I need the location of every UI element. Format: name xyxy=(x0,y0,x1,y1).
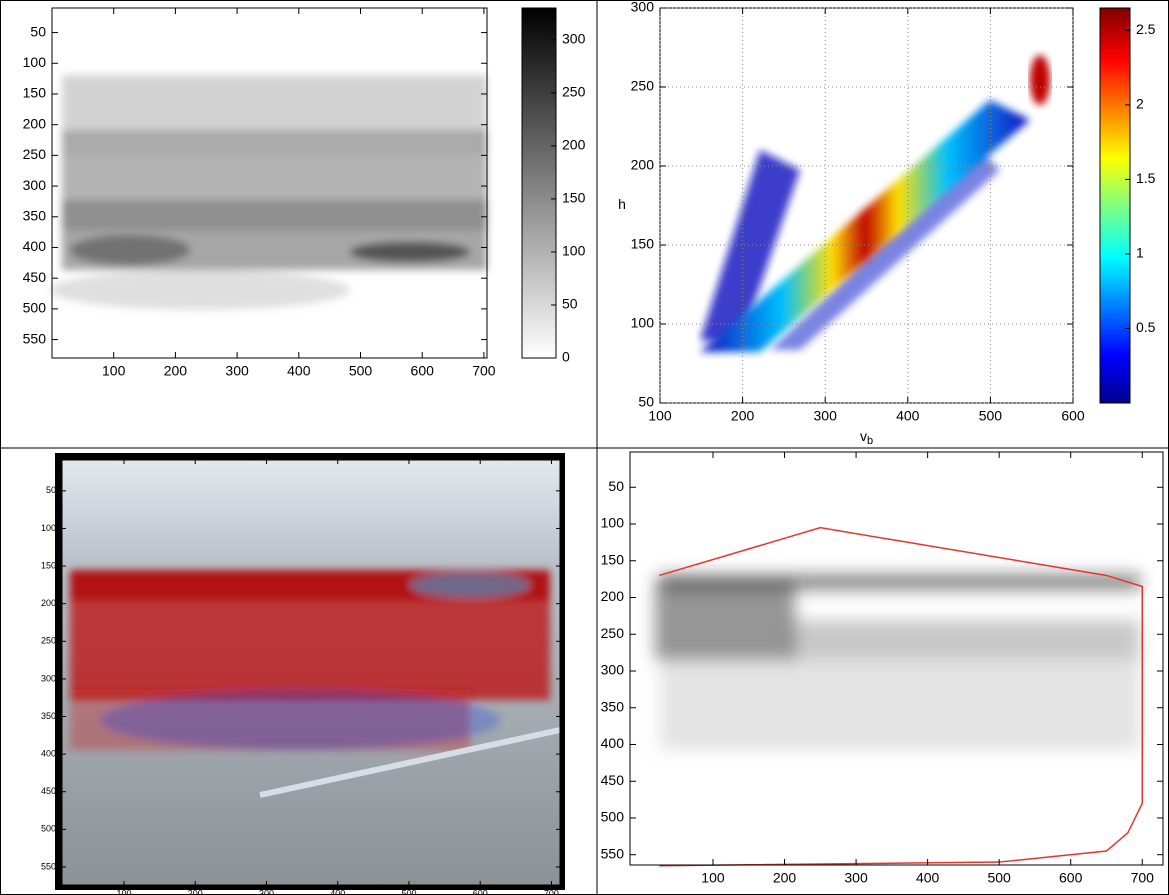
y-tick-label: 500 xyxy=(23,300,47,316)
y-tick-label: 500 xyxy=(601,809,625,825)
x-tick-label: 500 xyxy=(401,888,416,895)
y-tick-label: 150 xyxy=(23,85,47,101)
y-tick-label: 300 xyxy=(601,662,625,678)
colorbar-tick-label: 100 xyxy=(562,243,586,259)
y-tick-label: 450 xyxy=(23,269,47,285)
y-tick-label: 150 xyxy=(601,551,625,567)
point-cloud xyxy=(50,75,487,310)
density-band xyxy=(700,55,1050,352)
x-axis-label-text: v xyxy=(860,428,867,444)
colorbar-tick-label: 50 xyxy=(562,296,578,312)
x-tick-label: 300 xyxy=(814,408,838,424)
axes-frame xyxy=(629,451,1164,866)
colorbar-tick-label: 1.5 xyxy=(1136,170,1156,186)
y-tick-label: 100 xyxy=(631,315,655,331)
colorbar-tick-label: 1 xyxy=(1136,245,1144,261)
y-tick-label: 550 xyxy=(41,861,56,871)
axes-frame xyxy=(659,7,1074,404)
y-tick-label: 400 xyxy=(41,748,56,758)
y-tick-label: 450 xyxy=(601,772,625,788)
y-tick-label: 250 xyxy=(41,636,56,646)
y-tick-label: 200 xyxy=(23,115,47,131)
y-tick-label: 50 xyxy=(30,23,46,39)
x-tick-label: 500 xyxy=(987,870,1011,886)
x-tick-label: 200 xyxy=(164,363,188,379)
colorbar-tick-label: 0.5 xyxy=(1136,319,1156,335)
y-tick-label: 150 xyxy=(41,560,56,570)
x-tick-label: 400 xyxy=(916,870,940,886)
x-tick-label: 400 xyxy=(330,888,345,895)
y-tick-label: 300 xyxy=(41,673,56,683)
y-tick-label: 150 xyxy=(631,236,655,252)
x-tick-label: 600 xyxy=(1059,870,1083,886)
y-tick-label: 250 xyxy=(23,146,47,162)
y-axis-label: h xyxy=(618,196,626,212)
y-tick-label: 100 xyxy=(23,54,47,70)
x-axis-label: vb xyxy=(860,428,873,447)
y-tick-label: 200 xyxy=(41,598,56,608)
y-tick-label: 200 xyxy=(601,588,625,604)
x-tick-label: 400 xyxy=(896,408,920,424)
colorbar-tick-label: 300 xyxy=(562,31,586,47)
axes-frame xyxy=(51,7,488,359)
colorbar-tick-label: 200 xyxy=(562,137,586,153)
y-tick-label: 500 xyxy=(41,824,56,834)
colorbar xyxy=(521,7,557,359)
x-tick-label: 700 xyxy=(544,888,559,895)
y-tick-label: 350 xyxy=(41,711,56,721)
y-tick-label: 550 xyxy=(601,845,625,861)
colorbar-tick-label: 0 xyxy=(562,349,570,365)
y-tick-label: 400 xyxy=(601,735,625,751)
y-tick-label: 200 xyxy=(631,157,655,173)
y-tick-label: 300 xyxy=(631,0,655,15)
x-tick-label: 100 xyxy=(102,363,126,379)
x-tick-label: 600 xyxy=(411,363,435,379)
x-tick-label: 200 xyxy=(731,408,755,424)
x-tick-label: 100 xyxy=(116,888,131,895)
x-axis-label-subscript: b xyxy=(867,435,873,447)
axes-frame xyxy=(61,459,561,886)
boundary-line xyxy=(659,526,1143,867)
y-tick-label: 550 xyxy=(23,330,47,346)
y-tick-label: 100 xyxy=(601,515,625,531)
x-tick-label: 600 xyxy=(1061,408,1085,424)
y-tick-label: 250 xyxy=(601,625,625,641)
background-image xyxy=(55,453,565,890)
colorbar xyxy=(1099,7,1131,404)
x-tick-label: 600 xyxy=(473,888,488,895)
x-tick-label: 400 xyxy=(287,363,311,379)
x-tick-label: 100 xyxy=(648,408,672,424)
x-tick-label: 200 xyxy=(188,888,203,895)
y-tick-label: 50 xyxy=(608,478,624,494)
y-tick-label: 450 xyxy=(41,786,56,796)
colorbar-tick-label: 2.5 xyxy=(1136,21,1156,37)
x-tick-label: 500 xyxy=(349,363,373,379)
x-tick-label: 300 xyxy=(259,888,274,895)
x-tick-label: 100 xyxy=(701,870,725,886)
colorbar-tick-label: 250 xyxy=(562,84,586,100)
y-tick-label: 50 xyxy=(638,394,654,410)
x-tick-label: 200 xyxy=(773,870,797,886)
point-cloud xyxy=(655,575,1140,750)
x-tick-label: 300 xyxy=(225,363,249,379)
x-tick-label: 300 xyxy=(844,870,868,886)
x-tick-label: 700 xyxy=(1131,870,1155,886)
y-tick-label: 400 xyxy=(23,238,47,254)
y-tick-label: 250 xyxy=(631,78,655,94)
colorbar-tick-label: 150 xyxy=(562,190,586,206)
y-tick-label: 300 xyxy=(23,177,47,193)
y-tick-label: 100 xyxy=(41,523,56,533)
y-tick-label: 350 xyxy=(601,698,625,714)
y-tick-label: 350 xyxy=(23,207,47,223)
y-tick-label: 50 xyxy=(46,485,56,495)
x-tick-label: 700 xyxy=(472,363,496,379)
x-tick-label: 500 xyxy=(979,408,1003,424)
colorbar-tick-label: 2 xyxy=(1136,96,1144,112)
